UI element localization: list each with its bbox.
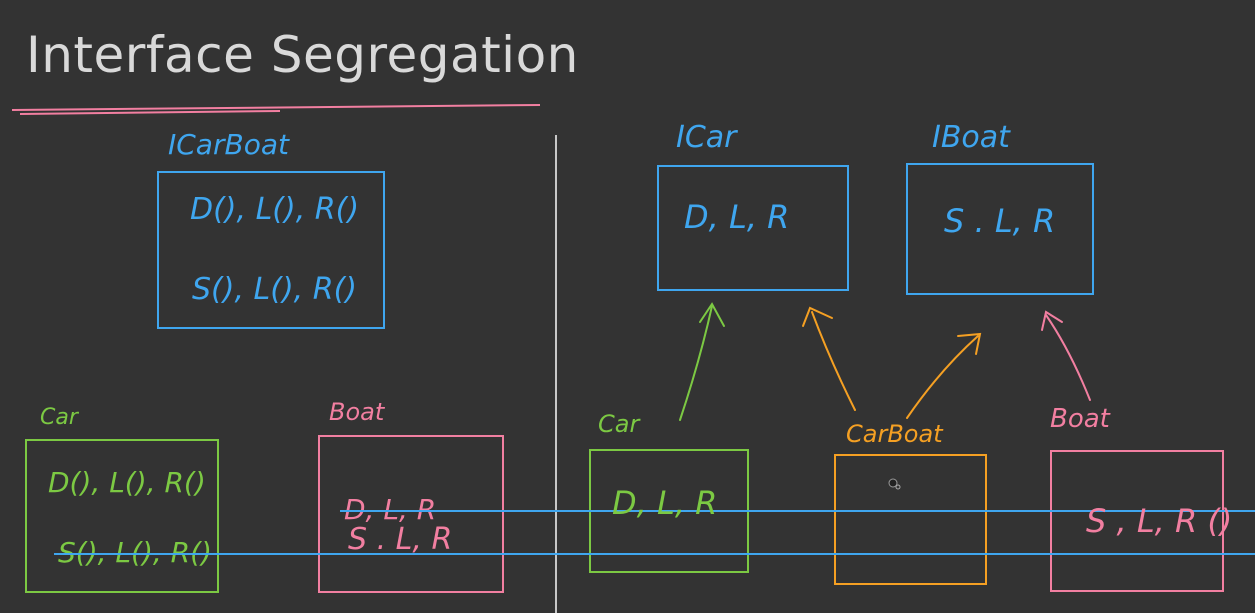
car-to-icar-arrow <box>679 302 725 421</box>
left-car-methods-line2-struck: S(), L(), R() <box>54 536 1255 569</box>
carboat-label: CarBoat <box>846 420 943 448</box>
left-boat-methods-line2: S . L, R <box>348 522 453 557</box>
iboat-methods: S . L, R <box>944 202 1056 240</box>
title-underline <box>11 104 541 111</box>
left-boat-methods-line1-struck: D, L, R <box>340 493 1255 526</box>
right-boat-box <box>1050 450 1224 592</box>
left-car-methods-line1: D(), L(), R() <box>48 466 206 499</box>
right-car-methods: D, L, R <box>612 484 718 522</box>
icarboat-box <box>157 171 385 329</box>
carboat-to-iboat-arrow <box>906 332 982 419</box>
right-boat-methods: S , L, R () <box>1086 502 1233 540</box>
carboat-box <box>834 454 987 585</box>
icar-box <box>657 165 849 291</box>
page-title: Interface Segregation <box>26 26 579 84</box>
iboat-box <box>906 163 1094 295</box>
title-underline-second <box>19 110 281 115</box>
left-boat-label: Boat <box>329 398 385 426</box>
icar-methods: D, L, R <box>684 198 790 236</box>
icarboat-methods-line1: D(), L(), R() <box>190 192 360 227</box>
carboat-to-icar-arrow <box>802 306 856 411</box>
icarboat-methods-line2: S(), L(), R() <box>192 272 357 307</box>
left-boat-box <box>318 435 504 593</box>
left-car-box <box>25 439 219 593</box>
right-boat-label: Boat <box>1050 404 1110 434</box>
right-car-label: Car <box>598 410 640 438</box>
icar-label: ICar <box>676 120 737 155</box>
boat-to-iboat-arrow <box>1041 310 1091 401</box>
left-car-label: Car <box>40 405 78 430</box>
iboat-label: IBoat <box>932 120 1010 155</box>
cursor-icon <box>888 478 901 490</box>
icarboat-label: ICarBoat <box>168 128 289 161</box>
